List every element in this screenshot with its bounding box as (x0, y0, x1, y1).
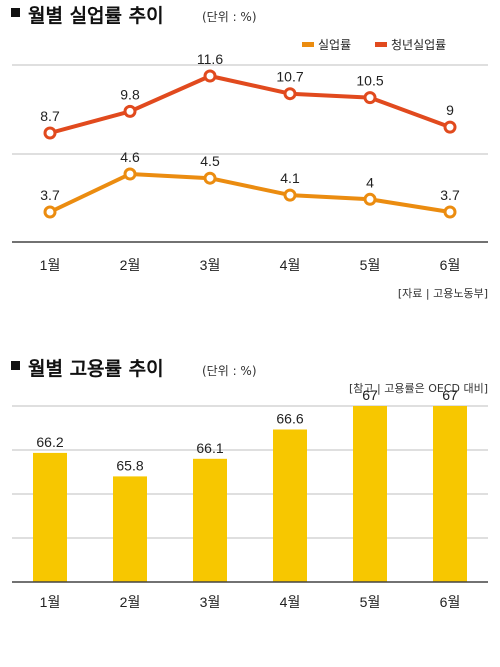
data-point (283, 87, 297, 101)
data-label: 66.2 (36, 434, 63, 450)
data-point (283, 188, 297, 202)
bar (273, 429, 307, 582)
chart2-x-ticks: 1월 2월 3월 4월 5월 6월 (40, 594, 461, 610)
data-point (363, 91, 377, 105)
bar (193, 458, 227, 582)
bar (113, 476, 147, 582)
chart1-unit: (단위 : %) (202, 10, 257, 24)
chart1-data-labels: 3.7 4.6 4.5 4.1 4 3.7 8.7 9.8 11.6 10.7 10.5 9 (40, 51, 460, 203)
legend-swatch-youth (375, 42, 387, 47)
x-tick-label: 2월 (120, 257, 141, 273)
chart2-title: 월별 고용률 추이 (28, 358, 164, 380)
chart2-unit: (단위 : %) (202, 364, 257, 378)
data-point (123, 167, 137, 181)
data-label: 4.5 (200, 153, 220, 169)
data-label: 66.6 (276, 411, 303, 427)
data-point (43, 205, 57, 219)
bar (33, 452, 67, 582)
data-label: 66.1 (196, 440, 223, 456)
chart1-title: 월별 실업률 추이 (28, 5, 164, 27)
data-label: 67 (362, 387, 378, 403)
data-point (123, 104, 137, 118)
title-bullet-icon (11, 8, 20, 17)
employment-bar-chart: 월별 고용률 추이 (단위 : %) [참고 | 고용률은 OECD 대비] 6… (11, 358, 488, 610)
x-tick-label: 2월 (120, 594, 141, 610)
series-line-youth (49, 74, 451, 135)
data-label: 67 (442, 387, 458, 403)
chart2-data-labels: 66.2 65.8 66.1 66.6 67 67 (36, 387, 458, 473)
legend-label-youth: 청년실업률 (391, 38, 446, 52)
x-tick-label: 1월 (40, 257, 61, 273)
data-point (363, 192, 377, 206)
legend-label-unemployment: 실업률 (318, 38, 351, 52)
chart1-x-ticks: 1월 2월 3월 4월 5월 6월 (40, 257, 461, 273)
data-label: 11.6 (197, 51, 223, 67)
chart2-note: [참고 | 고용률은 OECD 대비] (349, 382, 488, 395)
unemployment-line-chart: 월별 실업률 추이 (단위 : %) 실업률 청년실업률 3.7 4.6 4.5 4.… (11, 5, 488, 300)
data-label: 10.5 (356, 73, 383, 89)
x-tick-label: 6월 (440, 257, 461, 273)
data-label: 10.7 (276, 69, 303, 85)
data-label: 3.7 (40, 187, 60, 203)
data-point (443, 120, 457, 134)
legend-swatch-unemployment (302, 42, 314, 47)
data-label: 4.6 (120, 149, 140, 165)
chart1-points (43, 69, 457, 219)
x-tick-label: 4월 (280, 257, 301, 273)
chart1-source: [자료 | 고용노동부] (398, 287, 488, 300)
title-bullet-icon (11, 361, 20, 370)
data-label: 4 (366, 174, 374, 190)
x-tick-label: 5월 (360, 594, 381, 610)
x-tick-label: 5월 (360, 257, 381, 273)
x-tick-label: 3월 (200, 594, 221, 610)
data-point (43, 126, 57, 140)
x-tick-label: 1월 (40, 594, 61, 610)
series-line-unemployment (49, 172, 451, 214)
data-label: 65.8 (116, 457, 143, 473)
bar (353, 406, 387, 582)
data-label: 3.7 (440, 187, 460, 203)
data-label: 9 (446, 102, 454, 118)
data-label: 8.7 (40, 108, 60, 124)
chart1-series-lines (49, 74, 451, 214)
data-label: 4.1 (280, 170, 300, 186)
data-point (203, 69, 217, 83)
data-point (203, 171, 217, 185)
x-tick-label: 4월 (280, 594, 301, 610)
x-tick-label: 6월 (440, 594, 461, 610)
bar (433, 406, 467, 582)
chart2-bars (33, 406, 467, 582)
data-point (443, 205, 457, 219)
x-tick-label: 3월 (200, 257, 221, 273)
data-label: 9.8 (120, 86, 140, 102)
chart1-legend: 실업률 청년실업률 (302, 38, 446, 52)
